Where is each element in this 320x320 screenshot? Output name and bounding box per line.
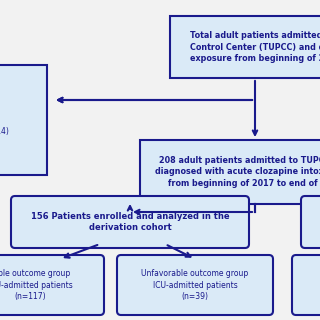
FancyBboxPatch shape: [11, 196, 249, 248]
Text: 208 adult patients admitted to TUPCC and
diagnosed with acute clozapine intoxica: 208 adult patients admitted to TUPCC and…: [155, 156, 320, 188]
FancyBboxPatch shape: [170, 16, 320, 78]
Text: Unfavorable outcome group
ICU-admitted patients
(n=39): Unfavorable outcome group ICU-admitted p…: [141, 269, 249, 300]
FancyBboxPatch shape: [0, 65, 47, 175]
FancyBboxPatch shape: [292, 255, 320, 315]
FancyBboxPatch shape: [140, 140, 320, 204]
Text: 156 Patients enrolled and analyzed in the
derivation cohort: 156 Patients enrolled and analyzed in th…: [31, 212, 229, 232]
Text: Total adult patients admitted to Tanta University P
Control Center (TUPCC) and d: Total adult patients admitted to Tanta U…: [189, 31, 320, 63]
Text: rable outcome group
ICU-admitted patients
(n=117): rable outcome group ICU-admitted patient…: [0, 269, 72, 300]
FancyBboxPatch shape: [0, 255, 104, 315]
FancyBboxPatch shape: [117, 255, 273, 315]
Text: xenobiotics  or  with

• idities (n=12)
• l intervention (n=5)
• medical advice : xenobiotics or with • idities (n=12) • l…: [0, 82, 9, 158]
FancyBboxPatch shape: [301, 196, 320, 248]
